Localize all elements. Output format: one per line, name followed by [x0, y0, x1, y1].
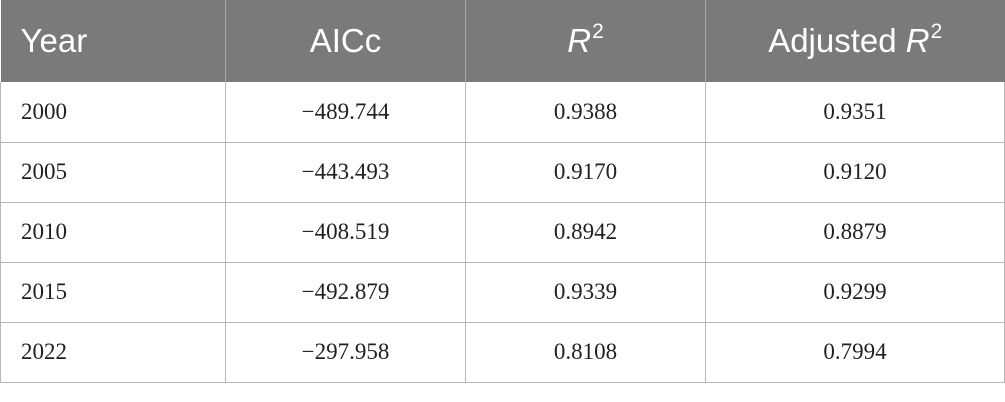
cell-year: 2015 [0, 262, 226, 323]
header-r2-exponent: 2 [592, 20, 604, 43]
cell-aicc: −489.744 [225, 82, 466, 143]
cell-aicc: −443.493 [225, 142, 466, 203]
cell-adjusted-r2: 0.9299 [705, 262, 1005, 323]
cell-r2: 0.9339 [465, 262, 706, 323]
cell-adjusted-r2: 0.9120 [705, 142, 1005, 203]
cell-r2: 0.8108 [465, 322, 706, 383]
table-row: 2022 −297.958 0.8108 0.7994 [0, 322, 1005, 383]
cell-aicc: −297.958 [225, 322, 466, 383]
cell-year: 2000 [0, 82, 226, 143]
header-adjusted-r2-symbol: R [905, 22, 930, 59]
cell-year: 2005 [0, 142, 226, 203]
table-body: 2000 −489.744 0.9388 0.9351 2005 −443.49… [0, 82, 1005, 383]
cell-adjusted-r2: 0.9351 [705, 82, 1005, 143]
header-adjusted-r2-prefix: Adjusted [768, 22, 906, 59]
cell-r2: 0.8942 [465, 202, 706, 263]
header-adjusted-r2-exponent: 2 [930, 20, 943, 43]
header-year: Year [20, 22, 88, 59]
table-row: 2000 −489.744 0.9388 0.9351 [0, 82, 1005, 143]
cell-adjusted-r2: 0.8879 [705, 202, 1005, 263]
model-fit-table: Year AICc R2 Adjusted R2 2000 −489.744 0… [0, 0, 1005, 383]
table-row: 2005 −443.493 0.9170 0.9120 [0, 142, 1005, 203]
table-row: 2015 −492.879 0.9339 0.9299 [0, 262, 1005, 323]
cell-year: 2010 [0, 202, 226, 263]
table-header: Year AICc R2 Adjusted R2 [0, 0, 1005, 82]
header-r2-symbol: R [567, 22, 592, 59]
header-r2: R2 [465, 0, 706, 82]
header-adjusted-r2: Adjusted R2 [705, 0, 1005, 82]
header-aicc: AICc [225, 0, 466, 82]
header-row: Year AICc R2 Adjusted R2 [0, 0, 1005, 82]
cell-adjusted-r2: 0.7994 [705, 322, 1005, 383]
table-row: 2010 −408.519 0.8942 0.8879 [0, 202, 1005, 263]
cell-aicc: −408.519 [225, 202, 466, 263]
cell-aicc: −492.879 [225, 262, 466, 323]
cell-r2: 0.9388 [465, 82, 706, 143]
cell-year: 2022 [0, 322, 226, 383]
cell-r2: 0.9170 [465, 142, 706, 203]
